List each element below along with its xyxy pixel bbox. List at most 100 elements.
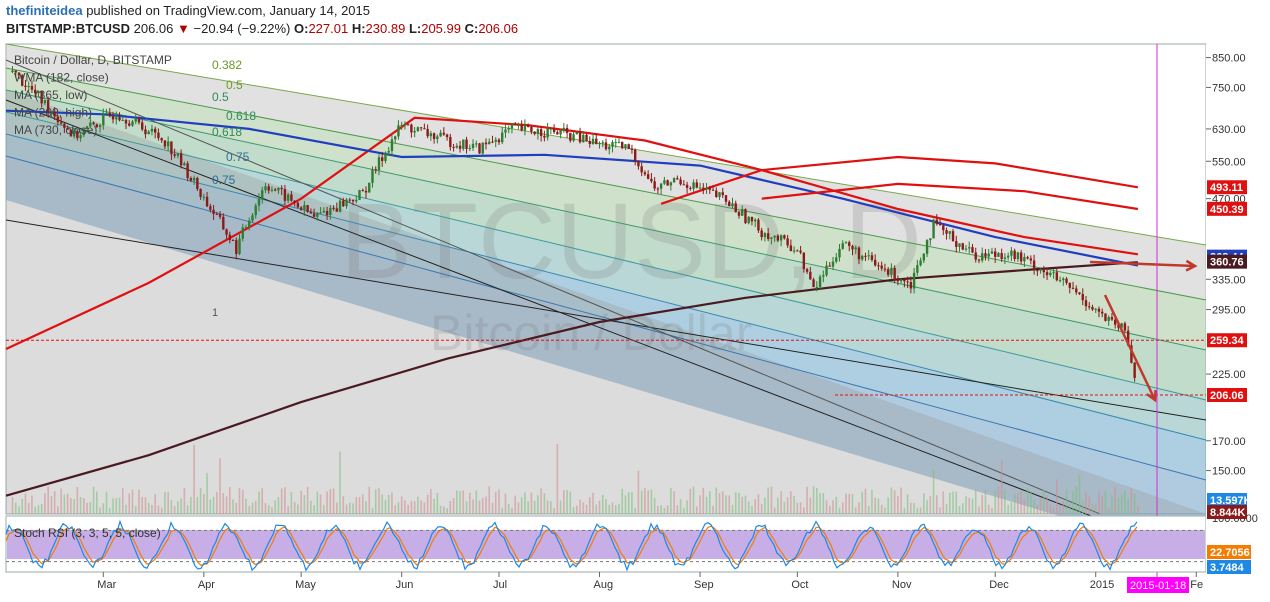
candle-body [1068, 282, 1071, 288]
candle-body [663, 180, 666, 184]
legend-item[interactable]: WMA (182, close) [14, 71, 109, 85]
volume-bar [1101, 496, 1104, 514]
volume-bar [734, 492, 737, 514]
volume-bar [530, 492, 533, 514]
legend-item[interactable]: MA (730, close) [14, 123, 97, 137]
volume-bar [848, 493, 851, 514]
volume-bar [76, 486, 79, 514]
volume-bar [1033, 499, 1035, 514]
author-link[interactable]: thefiniteidea [6, 3, 83, 18]
wma-182-line [5, 109, 1139, 267]
volume-bar [488, 486, 491, 514]
volume-bar [131, 489, 134, 514]
fib-label: 0.5 [212, 90, 229, 104]
volume-bar [504, 493, 507, 514]
low-value: 205.99 [421, 21, 461, 36]
trend-arrow-right [1089, 260, 1196, 268]
candle-body [218, 214, 222, 217]
volume-bar [1007, 504, 1009, 514]
candle-body [669, 182, 673, 186]
price-tick-label: 170.00 [1212, 436, 1246, 448]
volume-bar [1075, 486, 1078, 514]
legend-item[interactable]: MA (200, high) [14, 106, 92, 120]
volume-bar [190, 497, 192, 514]
price-tag-label: 8.844K [1210, 507, 1246, 519]
volume-bar [18, 506, 20, 514]
symbol-name[interactable]: BITSTAMP:BTCUSD [6, 21, 130, 36]
candle-body [397, 125, 400, 137]
candle-body [199, 189, 202, 197]
price-tag-label: 493.11 [1210, 182, 1243, 194]
volume-bar [939, 507, 941, 514]
candle-body [812, 279, 815, 288]
volume-bar [812, 486, 815, 514]
volume-bar [271, 507, 273, 514]
volume-bar [507, 503, 510, 514]
candle-body [886, 269, 890, 275]
candle-body [799, 250, 802, 253]
candle-body [173, 154, 176, 156]
volume-bar [300, 490, 302, 514]
candle-body [144, 129, 147, 135]
candle-body [1081, 293, 1084, 301]
candle-body [685, 184, 689, 188]
volume-bar [997, 486, 1000, 514]
volume-bar [926, 499, 928, 514]
candle-body [633, 149, 637, 162]
candle-body [841, 243, 844, 249]
candle-body [666, 180, 669, 186]
volume-bar [228, 486, 231, 514]
candle-body [192, 177, 196, 181]
volume-bar [1133, 493, 1136, 514]
volume-bar [540, 488, 542, 514]
volume-bar [459, 491, 461, 514]
volume-bar [653, 497, 656, 514]
volume-bar [319, 494, 322, 514]
pitchfork-line [5, 155, 1207, 481]
volume-bar [63, 494, 66, 514]
candle-body [637, 161, 640, 167]
volume-bar [556, 444, 559, 514]
candle-body [205, 196, 209, 207]
candle-body [1039, 268, 1042, 271]
legend-item[interactable]: MA (365, low) [14, 88, 87, 102]
volume-bar [923, 493, 925, 514]
candle-body [1101, 311, 1104, 314]
volume-bar [744, 495, 747, 514]
candle-body [189, 178, 193, 181]
candle-body [1130, 345, 1133, 363]
volume-bar [293, 501, 296, 514]
volume-bar [919, 507, 922, 514]
candle-body [608, 146, 611, 150]
volume-bar [796, 502, 799, 514]
volume-bar [861, 491, 864, 514]
volume-bar [96, 491, 98, 514]
volume-bar [647, 490, 649, 514]
pitchfork-line [5, 111, 1207, 401]
candle-body [718, 192, 721, 197]
candle-body [737, 212, 741, 216]
volume-bar [47, 486, 49, 514]
volume-bar [1094, 505, 1097, 514]
pitchfork-line [5, 67, 1207, 301]
volume-bar [1043, 489, 1045, 514]
volume-bar [462, 490, 465, 514]
candle-body [244, 227, 248, 229]
candle-body [552, 128, 556, 133]
volume-bar [913, 503, 915, 514]
volume-bar [267, 505, 270, 514]
price-change: −20.94 (−9.22%) [193, 21, 291, 36]
candle-body [423, 128, 426, 130]
candle-body [1107, 317, 1110, 321]
cursor-date-tag [1127, 577, 1189, 593]
volume-bar [485, 496, 487, 514]
price-tag [1207, 201, 1247, 216]
candle-body [342, 200, 345, 207]
candle-body [261, 190, 264, 200]
candle-body [501, 132, 504, 143]
time-axis[interactable]: Mar Apr May Jun Jul Aug Sep Oct Nov Dec 2015 Fe [97, 572, 1203, 591]
volume-bar [793, 496, 795, 514]
legend-item[interactable]: Bitcoin / Dollar, D, BITSTAMP [14, 53, 172, 67]
price-tick-label: 225.00 [1212, 369, 1246, 381]
